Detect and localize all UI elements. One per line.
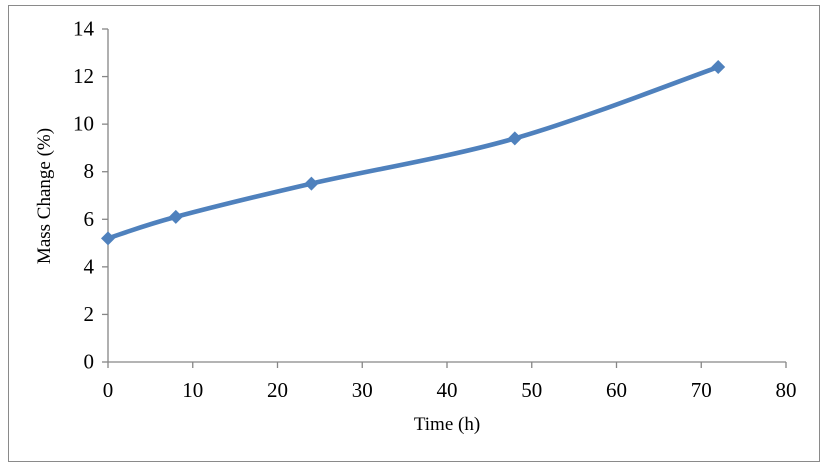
x-tick-label: 10 xyxy=(182,378,203,402)
y-tick-label: 2 xyxy=(84,302,95,326)
x-tick-label: 0 xyxy=(103,378,114,402)
x-tick-label: 20 xyxy=(267,378,288,402)
x-tick-label: 30 xyxy=(352,378,373,402)
x-tick-label: 80 xyxy=(776,378,797,402)
x-tick-label: 40 xyxy=(437,378,458,402)
x-axis-title: Time (h) xyxy=(414,414,480,435)
series-markers xyxy=(101,60,726,246)
chart-border xyxy=(8,5,820,462)
diamond-marker xyxy=(101,231,115,246)
axis-tick-marks xyxy=(102,28,787,368)
y-axis-title: Mass Change (%) xyxy=(34,128,55,264)
x-tick-labels: 0 10 20 30 40 50 60 70 80 xyxy=(103,378,797,402)
y-tick-label: 12 xyxy=(73,64,94,88)
y-tick-label: 4 xyxy=(84,254,95,278)
x-tick-label: 70 xyxy=(691,378,712,402)
x-tick-label: 60 xyxy=(606,378,627,402)
y-tick-label: 8 xyxy=(84,159,95,183)
y-tick-label: 0 xyxy=(84,350,95,374)
y-tick-label: 6 xyxy=(84,207,95,231)
diamond-marker xyxy=(711,60,726,75)
y-tick-label: 10 xyxy=(73,112,94,136)
y-tick-label: 14 xyxy=(73,17,95,41)
diamond-marker xyxy=(304,176,319,191)
y-tick-labels: 0 2 4 6 8 10 12 14 xyxy=(73,17,95,374)
series-line xyxy=(105,64,721,241)
diamond-marker xyxy=(507,131,522,146)
diamond-marker xyxy=(168,209,183,224)
x-tick-label: 50 xyxy=(521,378,542,402)
